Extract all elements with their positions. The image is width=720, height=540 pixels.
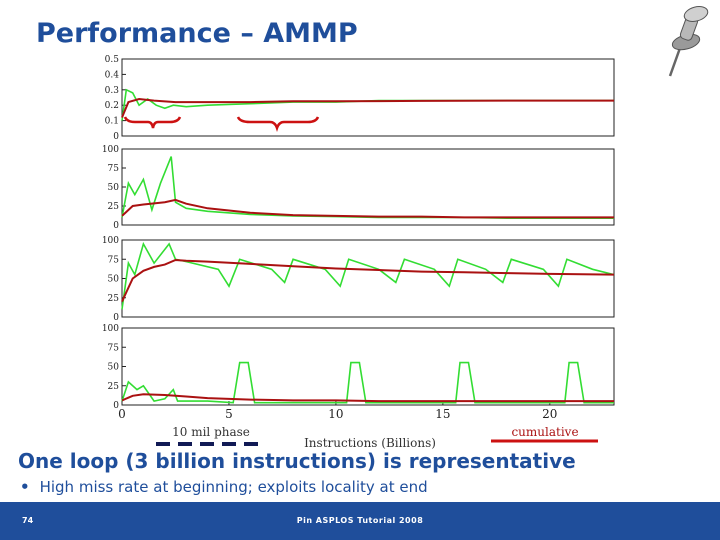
cumulative-series-line xyxy=(121,258,615,303)
x-tick-label: 20 xyxy=(542,407,557,421)
cumulative-series-line xyxy=(121,97,614,118)
chart-panel-frame xyxy=(121,327,615,406)
slide-number: 74 xyxy=(22,516,34,525)
y-tick-label: 100 xyxy=(102,145,119,155)
y-tick-label: 75 xyxy=(108,255,120,265)
bullet-item: • High miss rate at beginning; exploits l… xyxy=(20,478,428,496)
y-tick-label: 50 xyxy=(108,363,120,373)
y-tick-label: 0 xyxy=(113,313,119,323)
x-tick-label: 10 xyxy=(328,407,343,421)
phase-series-line xyxy=(121,361,614,404)
phase-brace-left xyxy=(123,116,182,129)
headline: One loop (3 billion instructions) is rep… xyxy=(18,449,576,473)
y-tick-label: 50 xyxy=(108,183,120,193)
cumulative-series-line xyxy=(121,393,614,403)
cumulative-label: cumulative xyxy=(511,425,578,439)
bullet-text: High miss rate at beginning; exploits lo… xyxy=(39,478,428,496)
y-tick-label: 25 xyxy=(108,202,120,212)
chart-panel-frame xyxy=(121,239,615,318)
y-tick-label: 0 xyxy=(113,401,119,411)
chart-panel-frame xyxy=(121,58,615,137)
phase-series-line xyxy=(121,156,614,219)
y-tick-label: 25 xyxy=(108,382,120,392)
x-tick-label: 0 xyxy=(118,407,126,421)
y-tick-label: 0.5 xyxy=(105,55,120,65)
y-tick-label: 75 xyxy=(108,343,120,353)
cumulative-series-line xyxy=(121,198,614,219)
bullet-dot: • xyxy=(20,478,30,496)
y-tick-label: 0.3 xyxy=(105,86,120,96)
y-tick-label: 0.2 xyxy=(105,101,119,111)
y-tick-label: 50 xyxy=(108,275,120,285)
phase-label: 10 mil phase xyxy=(172,425,250,439)
y-tick-label: 100 xyxy=(102,236,119,246)
chart-panel-frame xyxy=(121,148,615,226)
phase-series-line xyxy=(121,241,615,310)
y-tick-label: 100 xyxy=(102,324,119,334)
x-tick-label: 15 xyxy=(435,407,450,421)
y-tick-label: 0 xyxy=(113,221,119,231)
y-tick-label: 0 xyxy=(113,132,119,142)
y-tick-label: 75 xyxy=(108,164,120,174)
footer-text: Pin ASPLOS Tutorial 2008 xyxy=(296,516,424,525)
x-axis-label: Instructions (Billions) xyxy=(304,436,436,450)
charts-area: 00.10.20.30.40.5025507510002550751000255… xyxy=(102,55,615,450)
footer-bar: 74 Pin ASPLOS Tutorial 2008 xyxy=(0,502,720,540)
slide-title: Performance – AMMP xyxy=(36,18,358,49)
phase-series-line xyxy=(121,88,614,121)
pushpin-icon xyxy=(668,6,709,77)
phase-brace-right xyxy=(236,116,320,132)
y-tick-label: 25 xyxy=(108,294,120,304)
x-tick-label: 5 xyxy=(225,407,233,421)
y-tick-label: 0.4 xyxy=(105,70,120,80)
y-tick-label: 0.1 xyxy=(105,117,119,127)
